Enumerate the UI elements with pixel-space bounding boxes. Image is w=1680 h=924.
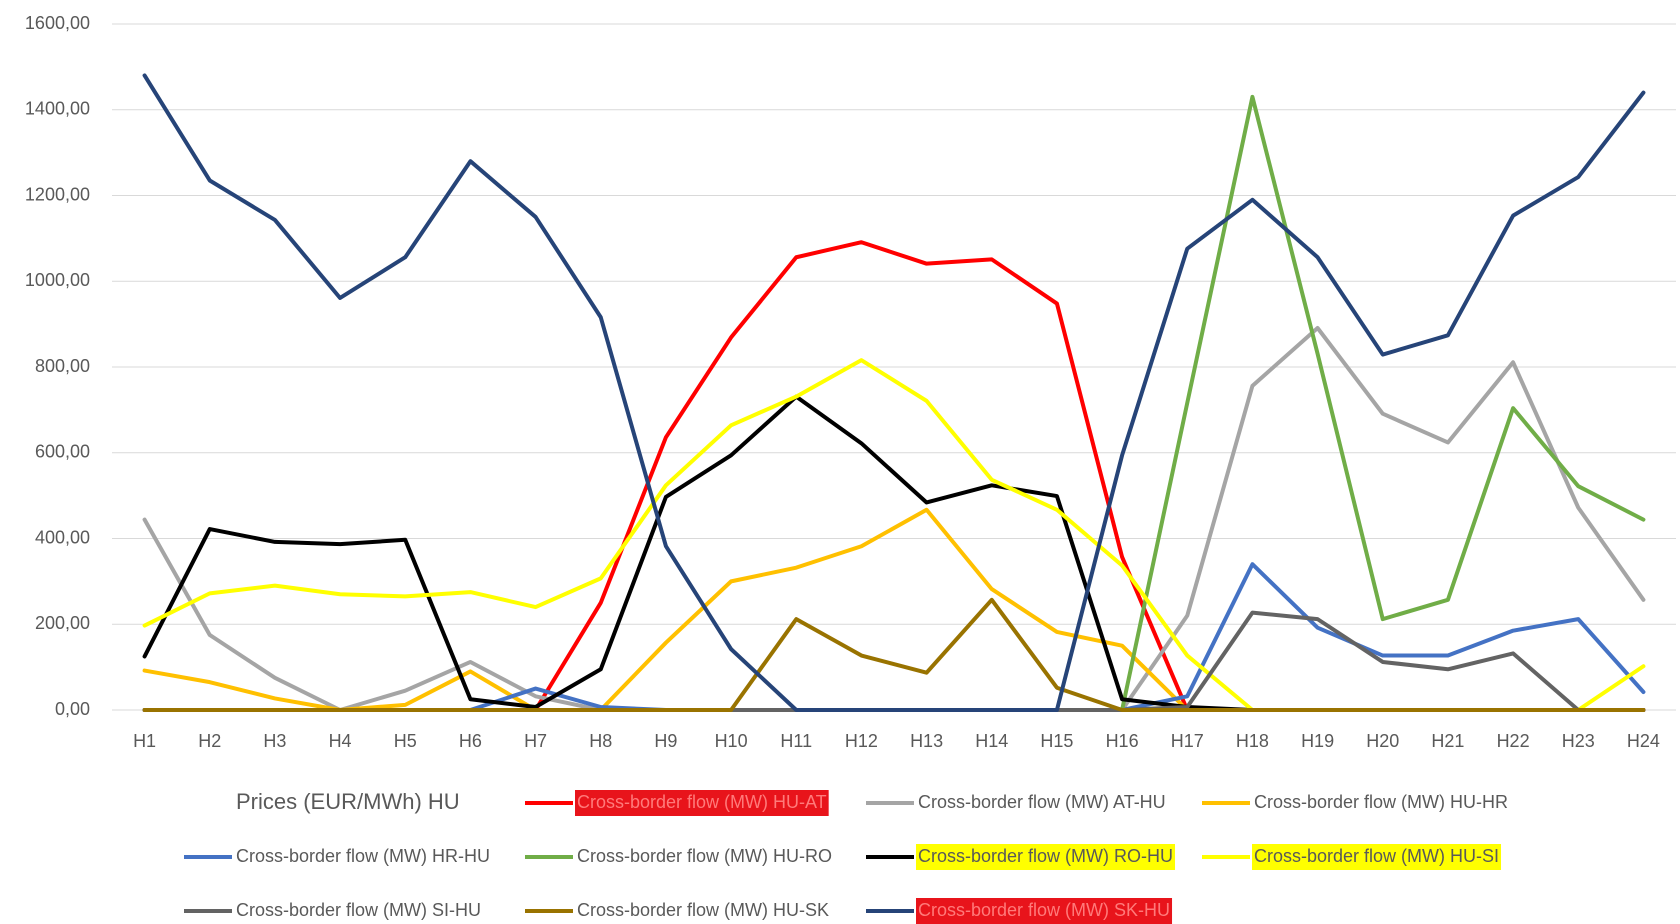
labels: 0,00 200,00 400,00 600,00 800,00 1000,00 1200,… [25,13,1660,751]
x-tick-label: H19 [1301,731,1334,751]
x-tick-label: H1 [133,731,156,751]
legend-entry: Cross-border flow (MW) RO-HU [918,846,1173,866]
legend: Prices (EUR/MWh) HU Cross-border flow (MW… [184,789,1508,924]
legend-entry: Cross-border flow (MW) HU-RO [577,846,832,866]
x-tick-label: H5 [394,731,417,751]
legend-highlight [1252,844,1502,870]
legend-highlight [916,898,1173,924]
legend-entry: Cross-border flow (MW) HU-SK [577,900,829,920]
x-tick-label: H13 [910,731,943,751]
x-tick-label: H9 [654,731,677,751]
legend-entry: Cross-border flow (MW) HU-HR [1254,792,1508,812]
legend-entry: Cross-border flow (MW) SI-HU [236,900,481,920]
x-tick-label: H8 [589,731,612,751]
y-tick-label: 1200,00 [25,184,90,204]
series-line [142,610,1646,712]
x-tick-label: H14 [975,731,1008,751]
x-tick-label: H22 [1497,731,1530,751]
y-tick-label: 1000,00 [25,270,90,290]
legend-entry: Cross-border flow (MW) HU-SI [1254,846,1499,866]
x-tick-label: H11 [780,731,812,751]
x-tick-label: H3 [263,731,286,751]
series-line [142,325,1646,712]
series-line [142,597,1646,712]
legend-entry: Cross-border flow (MW) HR-HU [236,846,490,866]
x-tick-label: H15 [1040,731,1073,751]
series-line [142,562,1646,712]
legend-entry: Cross-border flow (MW) AT-HU [918,792,1166,812]
lines [142,73,1646,712]
series-line [142,73,1646,712]
legend-entry: Cross-border flow (MW) SK-HU [918,900,1170,920]
y-tick-label: 800,00 [35,356,90,376]
legend-highlight [575,790,829,816]
x-tick-label: H10 [715,731,748,751]
legend-label: Prices (EUR/MWh) HU [236,789,460,814]
y-tick-label: 200,00 [35,613,90,633]
legend-highlight [916,844,1176,870]
x-tick-label: H20 [1366,731,1399,751]
x-tick-label: H23 [1562,731,1595,751]
series-line [142,240,1646,712]
y-tick-label: 1400,00 [25,99,90,119]
legend-entry: Cross-border flow (MW) HU-AT [577,792,827,812]
x-tick-label: H18 [1236,731,1269,751]
y-tick-label: 1600,00 [25,13,90,33]
y-tick-label: 600,00 [35,442,90,462]
x-tick-label: H17 [1171,731,1204,751]
x-tick-label: H24 [1627,731,1660,751]
y-tick-label: 400,00 [35,527,90,547]
x-tick-label: H12 [845,731,878,751]
x-tick-label: H7 [524,731,547,751]
x-tick-label: H16 [1106,731,1139,751]
x-tick-label: H21 [1431,731,1464,751]
grid [112,23,1676,711]
x-tick-label: H6 [459,731,482,751]
x-tick-label: H2 [198,731,221,751]
y-tick-label: 0,00 [55,699,90,719]
x-tick-label: H4 [329,731,352,751]
series-line [142,94,1646,712]
